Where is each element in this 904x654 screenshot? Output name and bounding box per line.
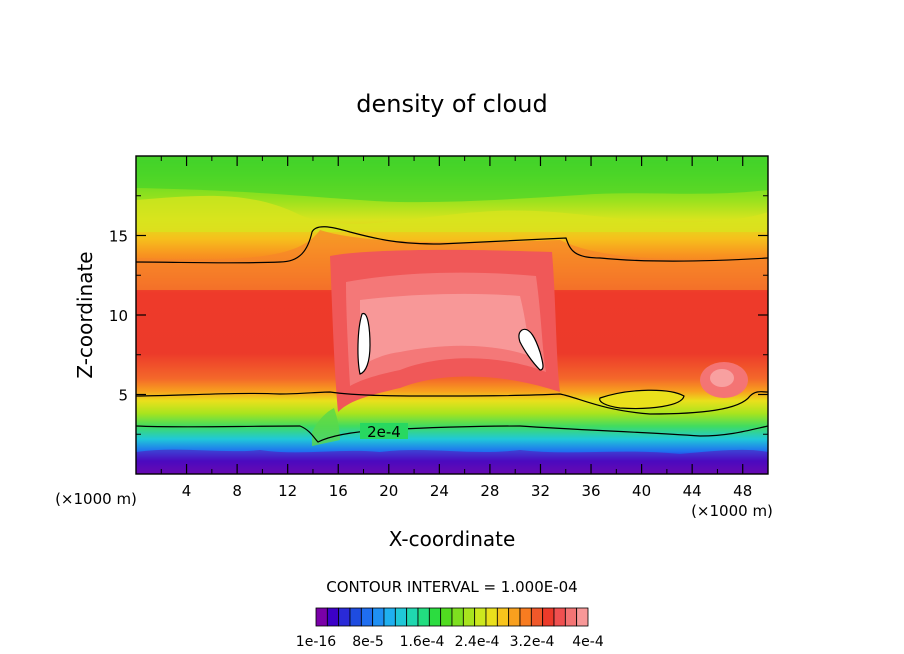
colorbar-swatch — [326, 607, 340, 627]
colorbar-swatch — [417, 607, 430, 627]
colorbar-swatch — [474, 607, 487, 627]
x-tick-label: 48 — [733, 482, 752, 500]
colorbar-swatch — [440, 607, 453, 627]
x-tick-label: 20 — [379, 482, 398, 500]
colorbar-swatch — [576, 607, 589, 627]
plot-area — [136, 156, 768, 474]
white-cell-left — [357, 312, 371, 375]
pale-pink-core — [360, 293, 530, 366]
contour-interval-text: CONTOUR INTERVAL = 1.000E-04 — [326, 578, 577, 596]
colorbar-swatch — [360, 607, 374, 627]
colorbar-label: 8e-5 — [352, 634, 383, 650]
chart-title: density of cloud — [356, 90, 547, 118]
x-tick-label: 8 — [232, 482, 242, 500]
colorbar-swatch — [338, 607, 351, 627]
x-tick-label: 40 — [632, 482, 651, 500]
colorbar-label: 3.2e-4 — [510, 634, 555, 650]
colorbar-swatch — [542, 607, 555, 627]
colorbar-swatch — [496, 607, 510, 627]
contour-upper — [136, 226, 768, 264]
x-tick-label: 24 — [430, 482, 449, 500]
colorbar-swatch — [372, 607, 385, 627]
right-pale-blob — [710, 369, 734, 387]
x-axis-title: X-coordinate — [389, 527, 516, 551]
x-axis-unit-label: (×1000 m) — [691, 502, 773, 520]
y-axis-title: Z-coordinate — [73, 251, 97, 378]
y-axis-ticks: 5 10 15 — [109, 195, 768, 435]
colorbar-label: 2.4e-4 — [455, 634, 500, 650]
x-origin-unit-label: (×1000 m) — [55, 490, 137, 508]
colorbar-swatch — [383, 607, 396, 627]
x-tick-label: 12 — [278, 482, 297, 500]
colorbar-swatch — [553, 607, 566, 627]
white-cell-right — [518, 328, 544, 371]
colorbar-swatch — [564, 607, 578, 627]
y-tick-label: 10 — [109, 307, 128, 325]
colorbar-labels: 1e-16 8e-5 1.6e-4 2.4e-4 3.2e-4 4e-4 — [296, 634, 604, 650]
contour-middle — [136, 391, 768, 415]
colorbar-label: 1.6e-4 — [400, 634, 445, 650]
colorbar-swatch — [485, 607, 498, 627]
upper-green-band — [136, 160, 768, 203]
colorbar-swatch — [349, 607, 362, 627]
colorbar-swatch — [406, 607, 419, 627]
colorbar-swatch — [462, 607, 476, 627]
colorbar — [315, 607, 589, 627]
y-tick-label: 15 — [109, 228, 128, 246]
x-tick-label: 36 — [581, 482, 600, 500]
x-axis-ticks: 4 8 12 16 20 24 28 32 36 40 44 48 — [160, 156, 752, 500]
x-tick-label: 44 — [683, 482, 702, 500]
colorbar-label: 4e-4 — [572, 634, 604, 650]
purple-bottom-band — [136, 449, 768, 474]
x-tick-label: 28 — [480, 482, 499, 500]
colorbar-swatch — [394, 607, 408, 627]
colorbar-label: 1e-16 — [296, 634, 336, 650]
colorbar-swatch — [508, 607, 521, 627]
x-tick-label: 16 — [329, 482, 348, 500]
colorbar-swatch — [451, 607, 464, 627]
contour-label: 2e-4 — [367, 423, 401, 441]
colorbar-swatch — [315, 607, 328, 627]
y-tick-label: 5 — [118, 387, 128, 405]
contour-label-bg — [360, 423, 408, 439]
colorbar-swatch — [530, 607, 544, 627]
colorbar-swatch — [428, 607, 442, 627]
upper-yellow-band — [136, 195, 768, 232]
yellow-lens — [599, 389, 685, 410]
x-tick-label: 4 — [182, 482, 192, 500]
x-tick-label: 32 — [531, 482, 550, 500]
colorbar-swatch — [519, 607, 532, 627]
